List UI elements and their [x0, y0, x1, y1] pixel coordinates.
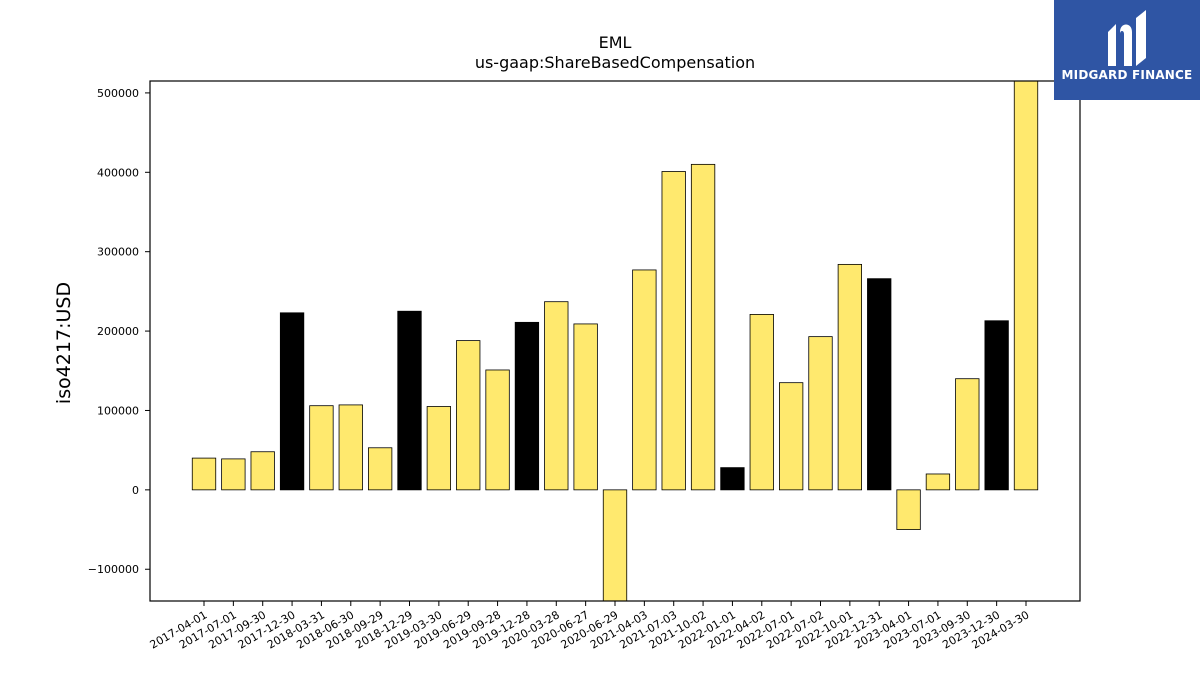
bar-2020-06-29	[602, 489, 628, 602]
y-axis: −100000 0 100000 200000 300000 400000 500000	[88, 87, 150, 576]
bar-2019-12-28	[514, 321, 540, 491]
bar-2022-07-02	[808, 336, 833, 491]
bar-2023-09-30	[955, 378, 980, 491]
brand-logo: MIDGARD FINANCE	[1054, 0, 1200, 100]
bar-2019-09-28	[485, 369, 510, 491]
bar-2017-12-30	[279, 312, 305, 491]
x-axis: 2017-04-012017-07-012017-09-302017-12-30…	[148, 601, 1032, 652]
bar-2018-09-29	[367, 447, 393, 491]
bar-2021-04-03	[632, 269, 657, 491]
y-tick-label: 300000	[97, 246, 139, 259]
plot-frame	[149, 80, 1081, 602]
bar-2018-03-31	[309, 405, 334, 491]
bar-2023-04-01	[896, 489, 921, 530]
bar-2021-10-02	[690, 163, 716, 491]
bar-2022-07-01	[779, 382, 804, 491]
y-tick-label: −100000	[88, 563, 139, 576]
bar-2019-06-29	[456, 340, 481, 491]
y-tick-label: 200000	[97, 325, 139, 338]
bar-2022-01-01	[720, 467, 745, 491]
bar-2020-06-27	[573, 323, 598, 491]
bar-2019-03-30	[426, 406, 452, 491]
y-tick-label: 400000	[97, 166, 139, 179]
bar-2017-04-01	[191, 457, 217, 491]
y-tick-label: 100000	[97, 404, 139, 417]
y-tick-label: 500000	[97, 87, 139, 100]
bar-2017-09-30	[250, 451, 275, 491]
bar-2018-12-29	[397, 310, 422, 491]
bar-2020-03-28	[544, 301, 569, 491]
bar-2023-07-01	[925, 473, 951, 491]
y-tick-label: 0	[132, 484, 139, 497]
bar-2021-07-03	[661, 171, 686, 491]
y-axis-label: iso4217:USD	[53, 282, 75, 404]
bar-2022-04-02	[749, 314, 774, 491]
chart-subtitle: us-gaap:ShareBasedCompensation	[475, 53, 755, 72]
bar-2018-06-30	[338, 404, 363, 491]
bar-2023-12-30	[984, 320, 1009, 491]
chart-title: EML	[599, 33, 632, 52]
bar-2022-10-01	[837, 263, 862, 491]
bar-2017-07-01	[221, 458, 246, 491]
bars-group	[191, 80, 1039, 602]
bar-2022-12-31	[867, 278, 892, 491]
brand-name: MIDGARD FINANCE	[1061, 68, 1193, 82]
logo-mark-icon	[1108, 10, 1146, 66]
bar-2024-03-30	[1013, 80, 1039, 491]
